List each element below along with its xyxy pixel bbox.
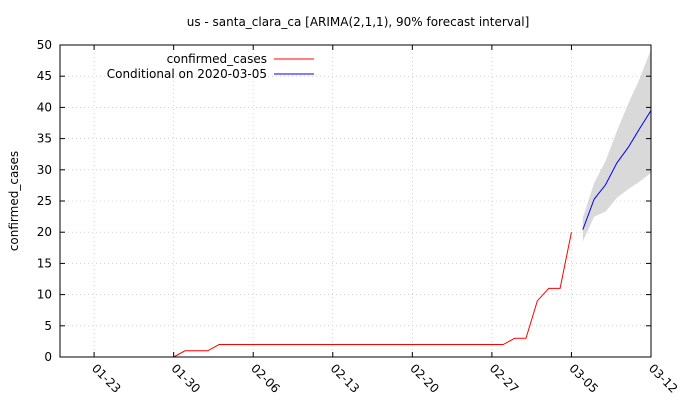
series-line-confirmed-cases bbox=[173, 232, 572, 358]
y-tick-label-1: 5 bbox=[44, 319, 52, 333]
y-axis-label: confirmed_cases bbox=[7, 151, 21, 251]
series-layer bbox=[173, 110, 652, 358]
y-tick-label-8: 40 bbox=[37, 100, 52, 114]
legend: confirmed_cases Conditional on 2020-03-0… bbox=[107, 52, 314, 81]
chart-title: us - santa_clara_ca [ARIMA(2,1,1), 90% f… bbox=[187, 15, 530, 29]
y-tick-label-0: 0 bbox=[44, 350, 52, 364]
y-tick-label-3: 15 bbox=[37, 256, 52, 270]
forecast-interval-layer bbox=[582, 49, 651, 242]
y-tick-label-7: 35 bbox=[37, 132, 52, 146]
y-tick-label-5: 25 bbox=[37, 194, 52, 208]
y-tick-label-10: 50 bbox=[37, 38, 52, 52]
y-tick-label-9: 45 bbox=[37, 69, 52, 83]
y-tick-label-4: 20 bbox=[37, 225, 52, 239]
y-tick-label-2: 10 bbox=[37, 288, 52, 302]
series-line-conditional-forecast bbox=[582, 110, 652, 230]
y-tick-label-6: 30 bbox=[37, 163, 52, 177]
legend-label-conditional-forecast: Conditional on 2020-03-05 bbox=[107, 67, 267, 81]
legend-label-confirmed-cases: confirmed_cases bbox=[167, 52, 267, 66]
forecast-interval-band bbox=[582, 49, 651, 242]
